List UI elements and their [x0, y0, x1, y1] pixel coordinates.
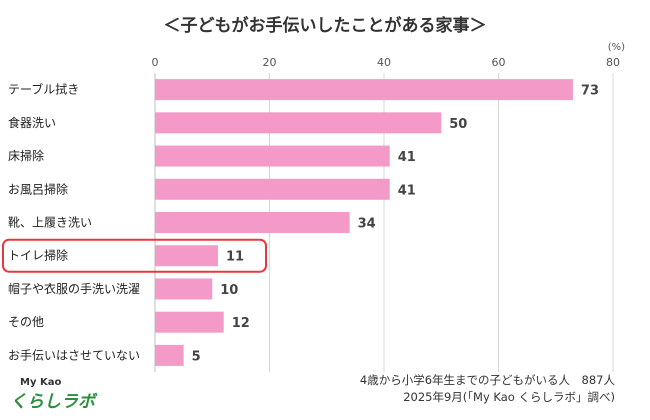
- bar: [155, 311, 224, 333]
- x-tick-label: 40: [377, 56, 391, 69]
- footnote-source: 2025年9月(「My Kao くらしラボ」調べ): [403, 390, 615, 404]
- bar: [155, 212, 350, 233]
- category-label: その他: [8, 315, 44, 329]
- value-label: 11: [226, 250, 244, 265]
- category-label: お手伝いはさせていない: [8, 348, 140, 362]
- x-tick-label: 60: [492, 56, 506, 69]
- bar: [155, 112, 442, 134]
- x-tick-label: 80: [606, 56, 620, 69]
- bar: [155, 278, 213, 300]
- bars: [155, 79, 573, 366]
- value-label: 41: [398, 150, 416, 165]
- value-label: 50: [449, 117, 467, 132]
- bar: [155, 245, 218, 267]
- value-label: 73: [581, 84, 599, 99]
- value-label: 10: [220, 283, 238, 298]
- category-label: 床掃除: [8, 148, 44, 163]
- axis-unit-label: (%): [608, 42, 625, 53]
- category-label: 帽子や衣服の手洗い洗濯: [8, 281, 140, 296]
- bar: [155, 145, 390, 167]
- value-labels: 73 50 41 41 34 11 10 12 5: [192, 84, 599, 365]
- value-label: 5: [192, 349, 201, 364]
- category-label: お風呂掃除: [8, 181, 68, 196]
- x-tick-label: 20: [263, 56, 277, 69]
- bar: [155, 178, 390, 200]
- bar: [155, 79, 573, 101]
- highlight-box: [2, 238, 267, 273]
- value-label: 41: [398, 183, 416, 198]
- x-tick-label: 0: [152, 56, 159, 69]
- category-label: 食器洗い: [8, 115, 56, 130]
- category-label: トイレ掃除: [8, 248, 68, 263]
- footnote-sample: 4歳から小学6年生までの子どもがいる人 887人: [360, 373, 616, 387]
- brand-logo: My Kao くらしラボ: [10, 377, 98, 412]
- logo-main-text: くらしラボ: [10, 392, 98, 412]
- chart-title: ＜子どもがお手伝いしたことがある家事＞: [164, 15, 487, 36]
- value-label: 12: [232, 316, 250, 331]
- logo-top-text: My Kao: [20, 377, 61, 388]
- x-axis-ticks: 0 20 40 60 80: [152, 56, 621, 69]
- value-label: 34: [358, 217, 376, 232]
- category-labels: テーブル拭き食器洗い床掃除お風呂掃除靴、上履き洗いトイレ掃除帽子や衣服の手洗い洗…: [8, 82, 140, 363]
- category-label: テーブル拭き: [8, 82, 79, 97]
- category-label: 靴、上履き洗い: [8, 216, 92, 230]
- bar: [155, 344, 184, 366]
